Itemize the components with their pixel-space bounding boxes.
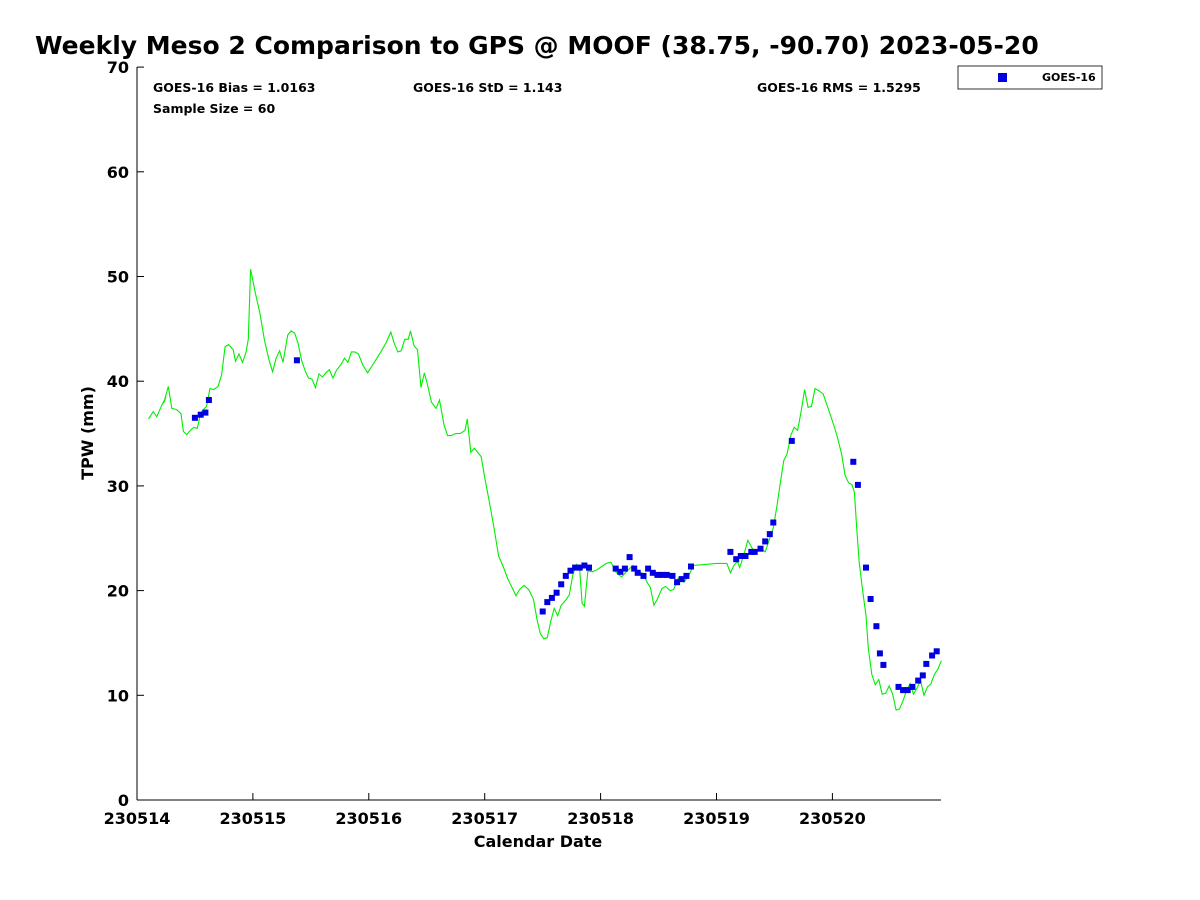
goes-16-point: [788, 437, 795, 444]
goes-16-point: [909, 683, 916, 690]
y-axis-label: TPW (mm): [78, 386, 97, 480]
goes-16-point: [863, 564, 869, 571]
goes-16-point: [539, 608, 546, 615]
goes-16-point: [923, 660, 930, 667]
legend-label-goes-16: GOES-16: [1042, 71, 1096, 84]
goes-16-point: [876, 650, 883, 657]
stat-sample-size: Sample Size = 60: [153, 101, 275, 116]
goes-16-point: [929, 652, 936, 659]
goes-16-point: [586, 564, 592, 571]
x-tick-label: 230514: [104, 809, 171, 828]
goes-16-point: [617, 568, 624, 575]
y-tick-label: 70: [107, 58, 129, 77]
goes-16-point: [850, 458, 857, 465]
goes-16-point: [659, 571, 665, 578]
goes-16-point: [751, 548, 758, 555]
goes-16-point: [205, 397, 212, 403]
stat-std: GOES-16 StD = 1.143: [413, 80, 562, 95]
goes-16-point: [293, 357, 300, 364]
y-tick-label: 30: [107, 477, 129, 496]
legend: GOES-16: [957, 65, 1103, 90]
y-axis-ticks: 0 10 20 30 40 50 60 70: [107, 58, 144, 810]
legend-marker-goes-16: [998, 73, 1007, 82]
goes-16-point: [919, 672, 926, 679]
goes-16-point: [649, 569, 656, 576]
goes-16-point: [631, 565, 638, 572]
goes-16-point: [663, 571, 670, 578]
goes-16-point: [904, 687, 911, 694]
legend-box: [957, 65, 1103, 90]
goes-16-point: [688, 563, 694, 570]
gps-line: [148, 269, 942, 711]
x-tick-label: 230516: [335, 809, 402, 828]
goes-16-point: [562, 572, 569, 579]
y-tick-label: 20: [107, 582, 129, 601]
goes-16-point: [737, 553, 744, 559]
goes-16-point: [626, 554, 633, 561]
goes-16-point: [757, 545, 764, 552]
goes-16-point: [867, 596, 874, 602]
x-tick-label: 230518: [567, 809, 634, 828]
goes-16-point: [197, 411, 204, 418]
goes-16-series: [191, 357, 940, 694]
goes-16-point: [567, 567, 574, 574]
goes-16-point: [915, 677, 922, 684]
goes-16-point: [854, 481, 861, 488]
stat-bias: GOES-16 Bias = 1.0163: [153, 80, 315, 95]
goes-16-point: [581, 562, 588, 569]
goes-16-point: [558, 581, 565, 588]
goes-16-point: [634, 569, 641, 576]
y-tick-label: 60: [107, 163, 129, 182]
goes-16-point: [553, 589, 560, 596]
goes-16-point: [770, 519, 777, 526]
goes-16-point: [748, 548, 755, 555]
y-tick-label: 10: [107, 686, 129, 705]
goes-16-point: [900, 687, 907, 694]
goes-16-point: [645, 565, 652, 572]
goes-16-point: [191, 414, 198, 421]
x-tick-label: 230519: [683, 809, 750, 828]
x-tick-label: 230520: [799, 809, 866, 828]
goes-16-point: [674, 579, 681, 586]
goes-16-point: [678, 576, 685, 583]
stat-rms: GOES-16 RMS = 1.5295: [757, 80, 921, 95]
x-tick-label: 230515: [220, 809, 287, 828]
goes-16-point: [895, 683, 902, 690]
goes-16-point: [742, 553, 749, 559]
y-tick-label: 40: [107, 372, 129, 391]
plot-area: [136, 67, 941, 801]
goes-16-point: [933, 648, 940, 655]
x-axis-label: Calendar Date: [474, 832, 603, 851]
goes-16-point: [572, 564, 579, 571]
goes-16-point: [576, 564, 583, 571]
goes-16-point: [548, 594, 555, 601]
goes-16-point: [544, 599, 551, 606]
goes-16-point: [873, 623, 880, 630]
goes-16-point: [202, 409, 209, 416]
x-tick-label: 230517: [451, 809, 518, 828]
goes-16-point: [880, 661, 887, 668]
goes-16-point: [640, 572, 647, 579]
goes-16-point: [733, 556, 740, 563]
x-axis-ticks: 230514 230515 230516 230517 230518 230519 2305…: [104, 793, 866, 828]
goes-16-point: [669, 572, 676, 579]
goes-16-point: [683, 572, 690, 579]
goes-16-point: [762, 538, 769, 545]
goes-16-point: [654, 571, 661, 578]
goes-16-point: [612, 565, 619, 572]
y-tick-label: 0: [118, 791, 129, 810]
goes-16-point: [766, 531, 773, 538]
gps-line-series: [148, 269, 942, 711]
goes-16-point: [621, 565, 628, 572]
y-tick-label: 50: [107, 268, 129, 287]
goes-16-point: [727, 548, 734, 555]
chart-title: Weekly Meso 2 Comparison to GPS @ MOOF (…: [35, 31, 1039, 60]
